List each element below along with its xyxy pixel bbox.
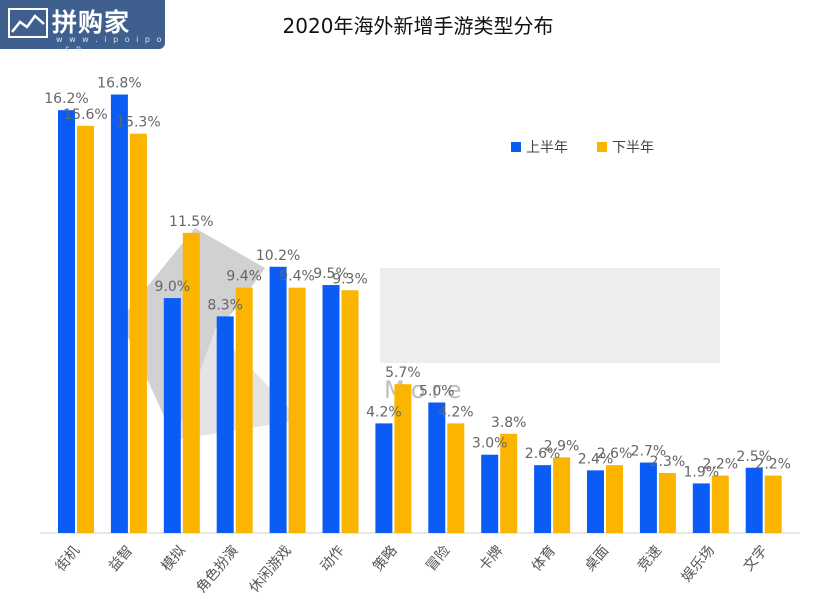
chart-title: 2020年海外新增手游类型分布	[282, 14, 554, 38]
value-label-h2-13: 2.2%	[755, 457, 791, 473]
category-label-13: 文字	[741, 543, 771, 575]
value-label-h1-8: 3.0%	[472, 436, 508, 452]
value-label-h1-9: 2.6%	[525, 446, 561, 462]
value-label-h2-10: 2.6%	[597, 446, 633, 462]
category-labels-group: 街机 益智 模拟 角色扮演 休闲游戏 动作 策略 冒险 卡牌 体育 桌面 竞速 娱乐场 文字	[53, 542, 771, 596]
category-label-0: 街机	[53, 543, 83, 575]
value-label-h2-1: 15.3%	[116, 115, 160, 131]
bar-h1-10	[587, 470, 604, 533]
legend-label-0: 上半年	[526, 140, 568, 156]
chart-logo-icon	[8, 8, 48, 38]
bar-h2-12	[711, 475, 729, 533]
bar-h2-11	[658, 472, 676, 533]
value-label-h1-2: 9.0%	[155, 279, 191, 295]
value-label-h2-9: 2.9%	[544, 438, 580, 454]
bar-h2-10	[606, 465, 623, 533]
value-label-h1-1: 16.8%	[97, 76, 141, 92]
value-label-h2-12: 2.2%	[703, 457, 739, 473]
bar-h2-5	[341, 290, 359, 533]
bar-h1-4	[269, 266, 287, 533]
bar-h1-0	[58, 110, 75, 534]
value-label-h2-4: 9.4%	[279, 269, 315, 285]
legend: 上半年 下半年	[511, 140, 654, 156]
category-label-3: 角色扮演	[193, 542, 242, 596]
category-label-2: 模拟	[159, 543, 189, 575]
value-label-h1-11: 2.7%	[631, 444, 667, 460]
value-label-h2-5: 9.3%	[332, 271, 368, 287]
category-label-4: 休闲游戏	[246, 543, 294, 596]
bar-h1-3	[216, 316, 234, 533]
value-label-h1-3: 8.3%	[207, 297, 243, 313]
legend-swatch-0	[511, 142, 521, 152]
bar-h2-6	[394, 384, 412, 533]
watermark: More	[120, 228, 720, 440]
category-label-11: 竞速	[634, 542, 665, 574]
bar-h1-6	[375, 423, 393, 533]
value-label-h2-11: 2.3%	[650, 454, 686, 470]
bar-h1-1	[110, 94, 128, 534]
bar-h2-3	[235, 287, 253, 533]
category-label-12: 娱乐场	[679, 543, 718, 585]
bar-h1-13	[745, 467, 763, 533]
category-label-5: 动作	[317, 543, 347, 575]
value-label-h2-2: 11.5%	[169, 214, 213, 230]
bar-h1-12	[692, 483, 710, 533]
value-label-h1-4: 10.2%	[256, 248, 300, 264]
bars-group	[58, 94, 782, 534]
bar-h1-8	[481, 454, 499, 533]
value-labels-group: 16.2%15.6% 16.8% 15.3% 9.0% 11.5% 8.3% 9.4% 10.…	[44, 76, 791, 481]
bar-h2-4	[288, 287, 306, 533]
value-label-h2-0: 15.6%	[63, 107, 107, 123]
value-label-h2-7: 4.2%	[438, 404, 474, 420]
value-label-h2-8: 3.8%	[491, 415, 527, 431]
legend-swatch-1	[597, 142, 607, 152]
value-label-h1-5: 9.5%	[313, 266, 349, 282]
value-label-h1-6: 4.2%	[366, 404, 402, 420]
category-label-1: 益智	[106, 543, 136, 575]
bar-h1-9	[534, 465, 552, 533]
category-label-7: 冒险	[423, 543, 453, 575]
value-label-h1-13: 2.5%	[736, 449, 772, 465]
logo-text: 拼购家	[52, 8, 131, 37]
value-label-h1-7: 5.0%	[419, 384, 455, 400]
category-label-8: 卡牌	[475, 542, 506, 574]
logo: 拼购家 w w w . i p o i p o . c n	[0, 0, 165, 53]
bar-h2-8	[500, 433, 518, 533]
bar-h1-2	[163, 298, 181, 533]
bar-h2-2	[182, 232, 200, 533]
logo-subtext: w w w . i p o i p o . c n	[56, 35, 164, 53]
bar-h2-7	[447, 423, 465, 533]
value-label-h1-10: 2.4%	[578, 451, 614, 467]
category-label-6: 策略	[370, 542, 401, 574]
value-label-h1-12: 1.9%	[684, 464, 720, 480]
bar-h1-11	[639, 462, 657, 533]
bar-h1-7	[428, 402, 446, 533]
category-label-10: 桌面	[582, 543, 612, 575]
bar-h2-1	[129, 133, 147, 534]
bar-h2-13	[764, 475, 782, 533]
bar-h2-0	[77, 125, 94, 533]
value-label-h2-3: 9.4%	[226, 269, 262, 285]
category-label-9: 体育	[529, 543, 559, 575]
bar-h1-5	[322, 285, 340, 533]
bar-h2-9	[553, 457, 571, 533]
value-label-h2-6: 5.7%	[385, 365, 421, 381]
legend-label-1: 下半年	[612, 140, 654, 156]
value-label-h1-0: 16.2%	[44, 91, 88, 107]
